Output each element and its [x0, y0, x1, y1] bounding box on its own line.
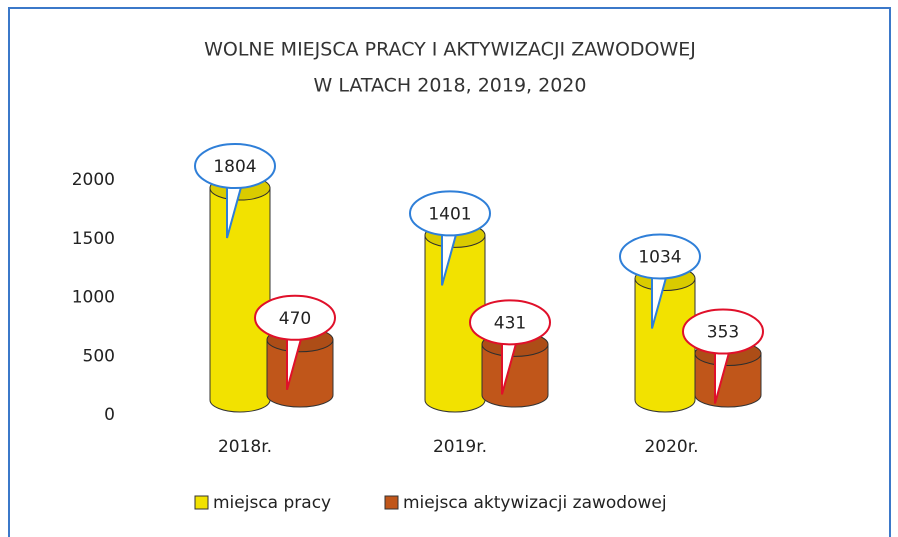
label-mask	[288, 329, 302, 338]
label-callout	[501, 336, 519, 395]
bar-part	[424, 234, 486, 413]
label-mask	[716, 343, 730, 352]
label-callout	[226, 179, 244, 239]
frame	[8, 7, 891, 537]
x-tick-label: 2020r.	[644, 437, 698, 457]
data-label: 431	[494, 313, 526, 333]
label-bubble	[194, 143, 276, 190]
data-label: 1034	[638, 248, 681, 268]
bar-part	[266, 339, 334, 408]
label-callout	[714, 345, 732, 404]
label-bubble	[409, 190, 491, 237]
data-label: 470	[279, 309, 311, 329]
legend-swatch	[384, 495, 399, 510]
bar-part	[694, 353, 762, 408]
y-tick-label: 1000	[72, 288, 115, 308]
x-tick-label: 2019r.	[433, 437, 487, 457]
legend-swatch	[194, 495, 209, 510]
label-bubble	[254, 294, 336, 341]
bar	[209, 175, 271, 413]
label-mask	[653, 268, 667, 277]
x-tick-label: 2018r.	[218, 437, 272, 457]
legend-label: miejsca pracy	[213, 493, 331, 513]
chart-title: W LATACH 2018, 2019, 2020	[314, 75, 587, 97]
y-tick-label: 500	[83, 346, 115, 366]
label-callout	[286, 331, 304, 391]
label-bubble	[469, 299, 551, 346]
label-mask	[503, 334, 517, 343]
bar-part	[209, 187, 271, 413]
bar-part	[481, 343, 549, 408]
data-label: 1401	[428, 204, 471, 224]
y-tick-label: 0	[104, 405, 115, 425]
label-callout	[441, 227, 459, 286]
label-callout	[651, 270, 669, 329]
label-mask	[443, 225, 457, 234]
label-bubble	[682, 308, 764, 355]
data-label: 353	[707, 323, 739, 343]
label-bubble	[619, 233, 701, 280]
chart-title: WOLNE MIEJSCA PRACY I AKTYWIZACJI ZAWODO…	[204, 39, 696, 61]
data-label: 1804	[213, 157, 256, 177]
y-tick-label: 1500	[72, 229, 115, 249]
legend-label: miejsca aktywizacji zawodowej	[403, 493, 667, 513]
y-tick-label: 2000	[72, 170, 115, 190]
label-mask	[228, 178, 242, 187]
bar-part	[634, 278, 696, 413]
